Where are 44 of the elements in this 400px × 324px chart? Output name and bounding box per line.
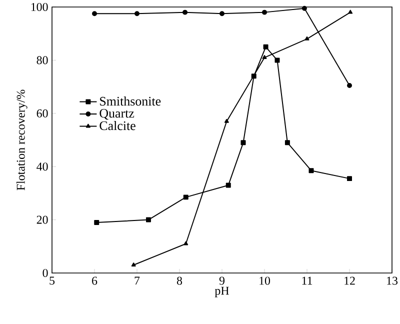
y-tick-label: 0 [42,268,48,278]
point [240,140,246,146]
point [226,182,231,188]
y-tick-label: 80 [36,56,48,64]
legend-label: Quartz [100,108,134,120]
x-tick-label: 13 [387,276,398,285]
x-tick-label: 8 [176,276,182,285]
point [131,262,136,267]
x-tick-label: 7 [134,276,140,285]
point [263,44,268,50]
point [347,82,352,88]
point [262,55,267,60]
y-tick-label: 20 [36,216,48,224]
point [302,6,307,11]
point [92,11,97,16]
point [220,11,224,16]
point [224,118,229,123]
x-tick-label: 12 [344,276,355,285]
point [308,168,314,174]
x-tick-label: 11 [302,276,312,285]
point [94,220,100,225]
point [262,10,267,15]
x-tick-label: 9 [219,276,224,285]
point [146,217,151,222]
point [182,10,188,15]
y-tick-label: 100 [31,2,48,12]
point [284,140,290,146]
point [304,36,310,40]
x-tick-label: 5 [50,276,55,285]
y-axis-title: Flotation recovery/% [16,90,28,190]
point [348,10,353,14]
x-tick-label: 6 [92,276,98,285]
point [251,74,256,79]
point [347,176,352,182]
point [183,194,188,200]
point [134,11,140,16]
x-axis-title: pH [214,286,229,298]
point [274,58,280,63]
x-tick-label: 10 [260,276,270,285]
legend-label: Calcite [100,121,136,130]
y-tick-label: 60 [36,109,48,118]
legend-label: Smithsonite [100,96,161,106]
point [184,241,188,246]
y-tick-label: 40 [36,162,48,171]
